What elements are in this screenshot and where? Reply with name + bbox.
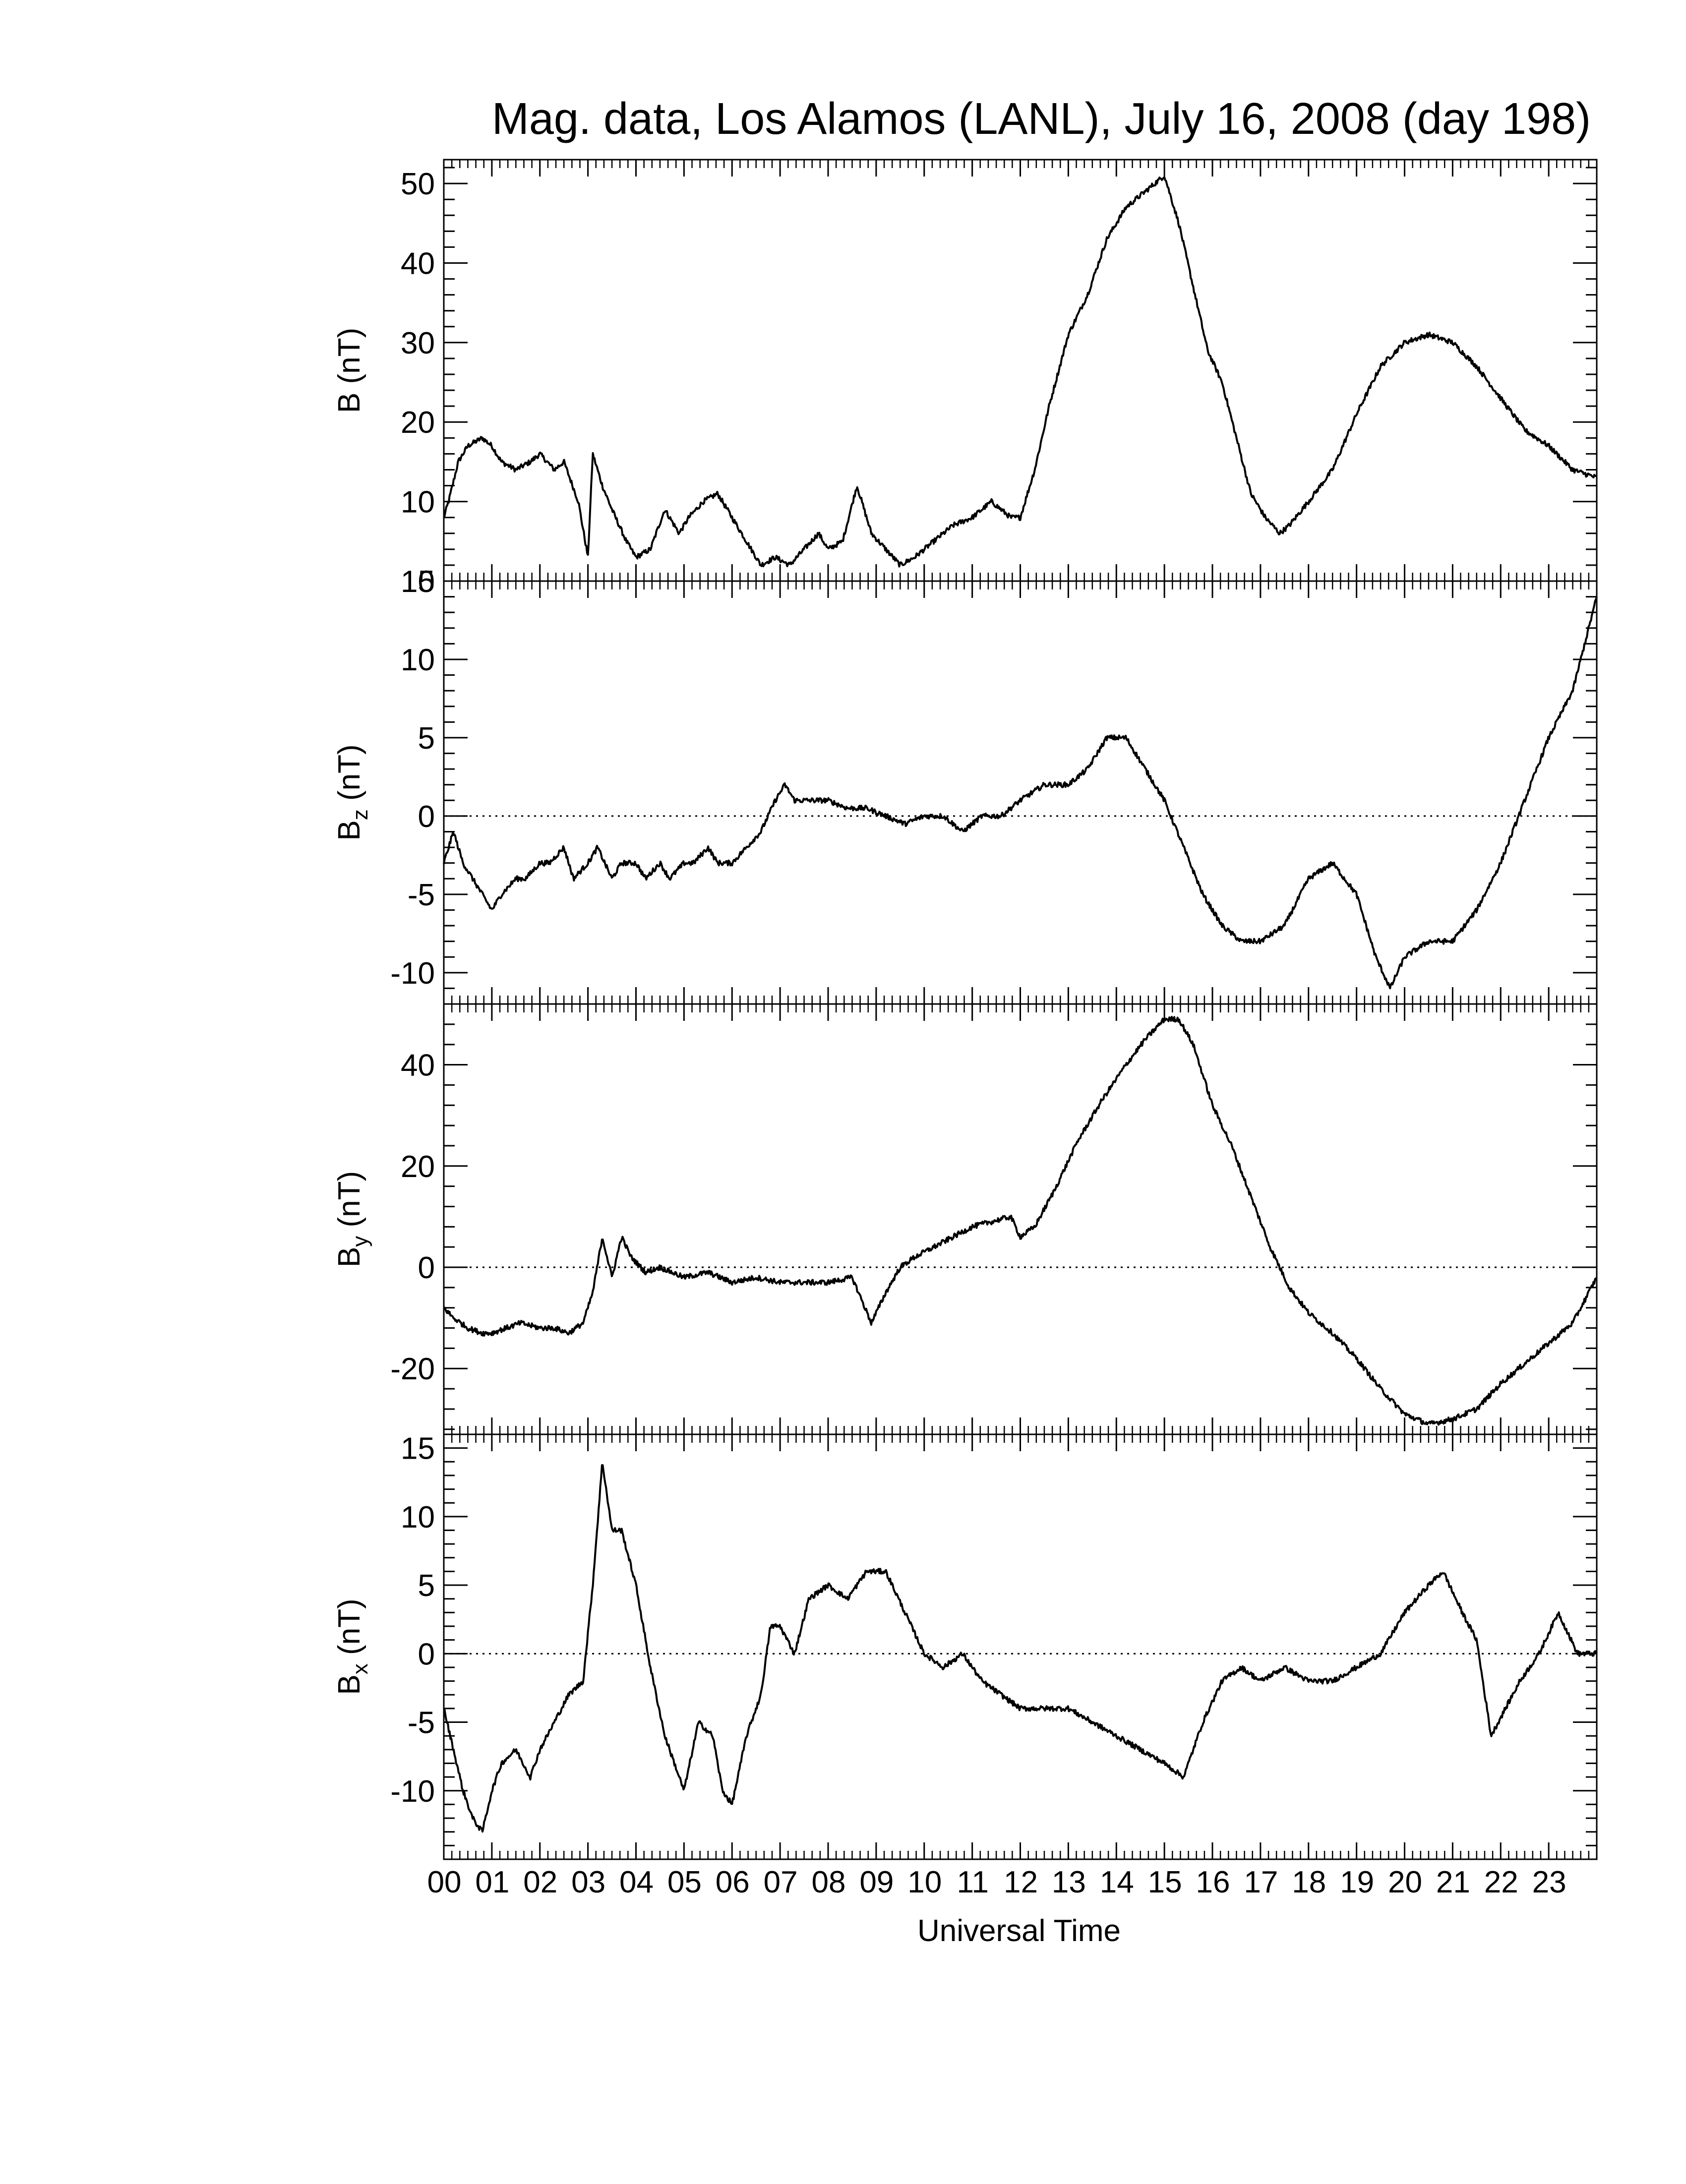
x-tick-label: 15: [1148, 1865, 1182, 1899]
x-tick-label: 23: [1532, 1865, 1566, 1899]
y-tick-label: -10: [390, 1774, 435, 1809]
y-axis-label-unit: (nT): [332, 328, 366, 393]
y-axis-label-Bx: Bx (nT): [332, 1598, 372, 1695]
y-tick-label: -20: [390, 1352, 435, 1386]
x-tick-label: 22: [1484, 1865, 1518, 1899]
y-axis-label-subscript: z: [348, 809, 372, 820]
y-axis-label-main: B: [332, 1247, 366, 1267]
x-tick-label: 08: [812, 1865, 846, 1899]
panel-By: -20 0 20 40 By (nT): [332, 1003, 1598, 1435]
y-tick-label: 50: [401, 167, 435, 201]
x-tick-label: 10: [907, 1865, 942, 1899]
x-axis-label: Universal Time: [917, 1914, 1121, 1948]
x-tick-label: 01: [475, 1865, 509, 1899]
x-tick-label: 14: [1100, 1865, 1134, 1899]
y-tick-label: 0: [418, 1251, 435, 1285]
y-axis-label-unit: (nT): [332, 744, 366, 809]
y-tick-label: 0: [418, 1637, 435, 1671]
x-tick-label: 06: [716, 1865, 750, 1899]
x-tick-label: 19: [1340, 1865, 1374, 1899]
y-tick-label: -10: [390, 956, 435, 991]
x-tick-label: 20: [1388, 1865, 1422, 1899]
y-axis-label-subscript: y: [348, 1236, 372, 1247]
y-tick-label: -5: [408, 878, 435, 912]
panel-frame-Bx: [443, 1433, 1598, 1860]
x-tick-labels: 00 01 02 03 04 05 06 07 08 09 10 11 12 13 14 15 16 17 18 19…: [427, 1865, 1566, 1899]
x-tick-label: 07: [764, 1865, 798, 1899]
y-tick-label: 15: [401, 1432, 435, 1466]
x-tick-label: 03: [571, 1865, 605, 1899]
panel-Bx: -10 -5 0 5 10 15 Bx (nT): [332, 1432, 1598, 1860]
y-axis-label-unit: (nT): [332, 1171, 366, 1236]
x-tick-label: 00: [427, 1865, 462, 1899]
y-tick-label: 40: [401, 1049, 435, 1083]
y-tick-label: 30: [401, 326, 435, 360]
series-line-Bz: [443, 596, 1598, 990]
series-line-Bx: [443, 1464, 1598, 1833]
x-tick-label: 18: [1292, 1865, 1326, 1899]
y-tick-label: 10: [401, 643, 435, 677]
y-axis-label-By: By (nT): [332, 1171, 372, 1267]
y-tick-label: 20: [401, 406, 435, 440]
y-tick-label: 5: [418, 721, 435, 756]
y-tick-label: 40: [401, 246, 435, 281]
x-tick-label: 05: [667, 1865, 702, 1899]
y-tick-label: 10: [401, 1500, 435, 1535]
y-tick-label: 5: [418, 1569, 435, 1603]
series-line-B: [443, 176, 1597, 568]
panel-frame-By: [443, 1003, 1598, 1435]
y-axis-label-unit: (nT): [332, 1598, 366, 1663]
x-tick-label: 11: [957, 1865, 988, 1899]
x-tick-label: 21: [1436, 1865, 1470, 1899]
panel-frame-Bz: [443, 580, 1598, 1005]
y-tick-label: 20: [401, 1150, 435, 1184]
y-axis-label-main: B: [332, 393, 366, 413]
figure-title: Mag. data, Los Alamos (LANL), July 16, 2…: [492, 94, 1591, 144]
y-tick-label: 15: [401, 565, 435, 599]
x-tick-label: 02: [523, 1865, 557, 1899]
y-tick-label: 0: [418, 800, 435, 834]
y-axis-label-subscript: x: [348, 1663, 372, 1674]
x-tick-label: 13: [1052, 1865, 1086, 1899]
x-tick-label: 17: [1244, 1865, 1278, 1899]
x-tick-label: 16: [1196, 1865, 1230, 1899]
series-line-By: [443, 1015, 1598, 1426]
x-tick-label: 12: [1004, 1865, 1038, 1899]
y-tick-label: 10: [401, 485, 435, 520]
y-tick-label: 0: [418, 565, 435, 599]
y-tick-label: -5: [408, 1706, 435, 1740]
panel-Bz: -10 -5 0 5 10 15 Bz (nT): [332, 565, 1598, 1005]
panel-B: 0 10 20 30 40 50 B (nT): [332, 159, 1598, 599]
y-axis-label-Bz: Bz (nT): [332, 744, 372, 840]
x-tick-label: 04: [619, 1865, 654, 1899]
y-axis-label-B: B (nT): [332, 328, 366, 413]
y-axis-label-main: B: [332, 820, 366, 840]
y-axis-label-main: B: [332, 1674, 366, 1695]
x-tick-label: 09: [859, 1865, 894, 1899]
